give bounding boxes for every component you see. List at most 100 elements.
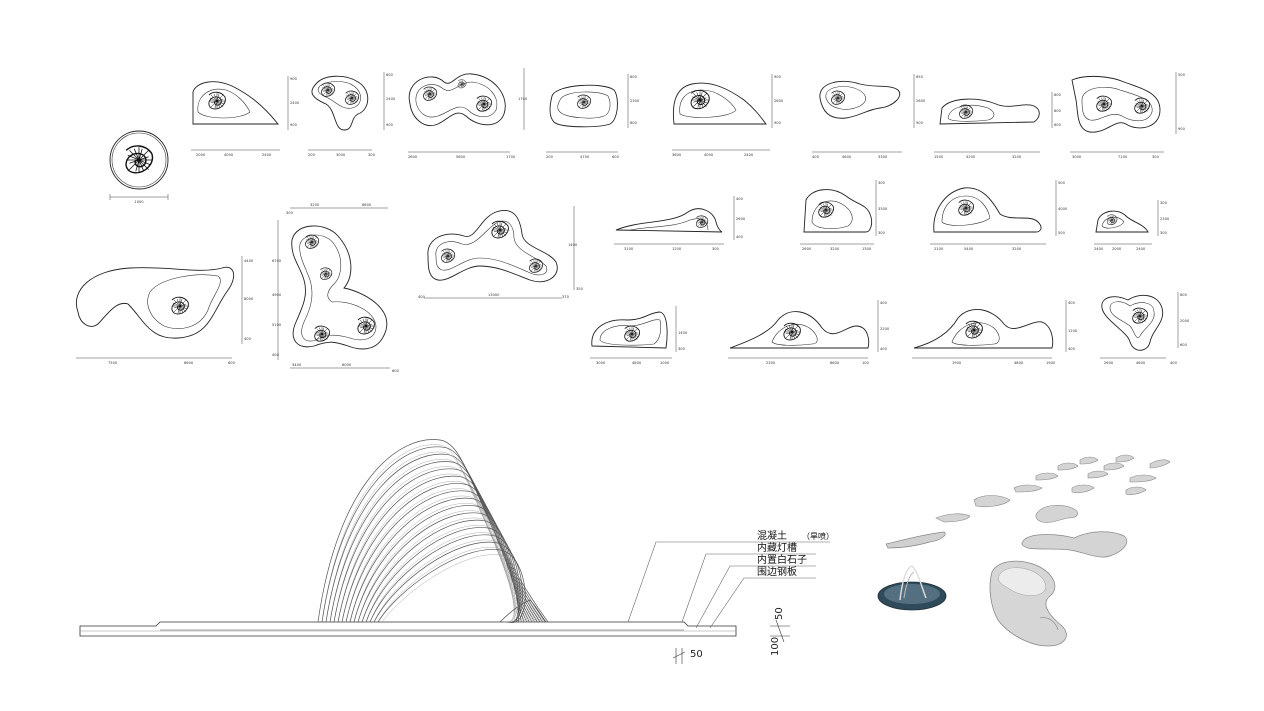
dim-label: 900 [774,121,782,125]
dim-label: 4000 [1058,207,1068,211]
dim-label: 5600 [456,155,466,159]
plan-shape-4: 200 4700 600 600 2300 600 [546,74,640,159]
dim-label: 2600 [916,99,926,103]
dim-label: 2400 [1136,247,1146,251]
perspective-view [877,454,1171,647]
plan-shape-7: 1500 4200 3200 600 800 600 [934,92,1062,159]
dim-label: 2600 [736,217,746,221]
dim-label: 2000 [1112,247,1122,251]
dim-label: 4400 [244,259,254,263]
dim-label: 3100 [624,247,634,251]
plan-shape-17: 2300 6600 100 400 2200 400 [728,300,890,365]
dim-label: 1300 [862,247,872,251]
steel-rib-inner [325,451,542,623]
dim-label: 4600 [1136,361,1146,365]
plan-shape-2: 200 3000 300 600 2400 900 [308,72,396,157]
dim-label: 2400 [290,101,300,105]
dim-label: 2300 [1160,217,1170,221]
dim-label: 600 [1054,123,1062,127]
dim-label: 2000 [196,153,206,157]
dim-label: 900 [1178,127,1186,131]
dim-label: 6700 [272,259,282,263]
steel-rib [357,512,522,623]
steel-rib [349,497,527,623]
legend-concrete: 混凝土 [757,529,787,542]
steel-rib [369,534,521,623]
dim-label: 1900 [1046,361,1056,365]
dim-label: 1700 [506,155,516,159]
steel-rib-inner [373,539,517,623]
dim-label: 300 [678,347,686,351]
dim-label: 1700 [518,97,528,101]
dim-label: 1200 [672,247,682,251]
dim-label: 200 [546,155,554,159]
base-mound [499,599,547,623]
dim-label: 400 [736,197,744,201]
steel-rib-arches [317,439,549,623]
dim-label: 4000 [704,153,714,157]
plan-shape-13: 2600 3200 1300 300 3300 300 [800,180,888,251]
dim-label: 6800 [362,203,372,207]
dim-label: 900 [916,121,924,125]
dim-label: 800 [1180,293,1188,297]
dim-label: 7500 [108,361,118,365]
dim-label: 300 [878,181,886,185]
dim-label: 1400 [678,331,688,335]
dim-label: 3000 [596,361,606,365]
dim-label: 600 [630,75,638,79]
dim-label: 2200 [880,327,890,331]
plan-shape-18: 1900 4800 1900 400 1200 400 [912,300,1078,365]
dim-label: 300 [286,211,294,215]
dim-label: 500 [1178,73,1186,77]
dim-label: 500 [1058,181,1066,185]
dim-label: 3200 [310,203,320,207]
dim-label: 1200 [1068,329,1078,333]
dim-label: 650 [916,75,924,79]
steel-rib-inner [361,517,518,623]
dim-label: 2600 [802,247,812,251]
plan-shape-16: 3000 4800 1000 1400 300 [590,306,688,365]
dim-label: 300 [878,231,886,235]
dim-label: 600 [1180,343,1188,347]
steel-rib-inner [357,510,521,623]
dim-label: 3200 [830,247,840,251]
dim-label: 2400 [744,153,754,157]
dim-label: 900 [774,75,782,79]
plan-shape-14: 2100 5400 3200 500 4000 500 [930,180,1068,251]
dim-label: 3300 [878,155,888,159]
legend-concrete-note: （旱喷） [802,531,834,541]
plan-shape-10: 3200 6800 300 6700 4900 5100 400 3400 60… [272,203,400,373]
dim-label: 2400 [262,153,272,157]
dim-label: 2400 [386,97,396,101]
dim-label: 200 [308,153,316,157]
dim-label: 4900 [272,293,282,297]
dim-label: 900 [290,77,298,81]
dim-label: 4200 [966,155,976,159]
plan-shape-9: 7500 6600 600 4400 8000 400 [76,256,254,365]
dim-label: 600 [228,361,236,365]
dim-label: 2600 [408,155,418,159]
dim-label: 4700 [580,155,590,159]
plan-shape-12: 3100 1200 300 400 2600 400 [614,196,746,251]
dim-label: 2000 [1180,319,1190,323]
dim-label: 400 [880,347,888,351]
dim-label: 900 [290,123,298,127]
dim-label: 3200 [1012,155,1022,159]
steel-rib-inner [365,525,515,623]
dim-label: 3600 [672,153,682,157]
dim-label: 400 [418,295,426,299]
dim-label: 400 [272,353,280,357]
dim-label: 370 [562,295,570,299]
dim-label: 6000 [342,363,352,367]
dim-label: 1500 [934,155,944,159]
steel-rib-inner [381,554,522,623]
dim-label: 600 [386,73,394,77]
dim-label: 3000 [1072,155,1082,159]
dim-label: 350 [576,287,584,291]
dim-label: 4800 [632,361,642,365]
dim-label: 13000 [488,293,500,297]
dim-label: 400 [1170,361,1178,365]
dim-label: 4800 [1014,361,1024,365]
steel-rib-inner [329,459,539,623]
dim-label: 900 [386,123,394,127]
